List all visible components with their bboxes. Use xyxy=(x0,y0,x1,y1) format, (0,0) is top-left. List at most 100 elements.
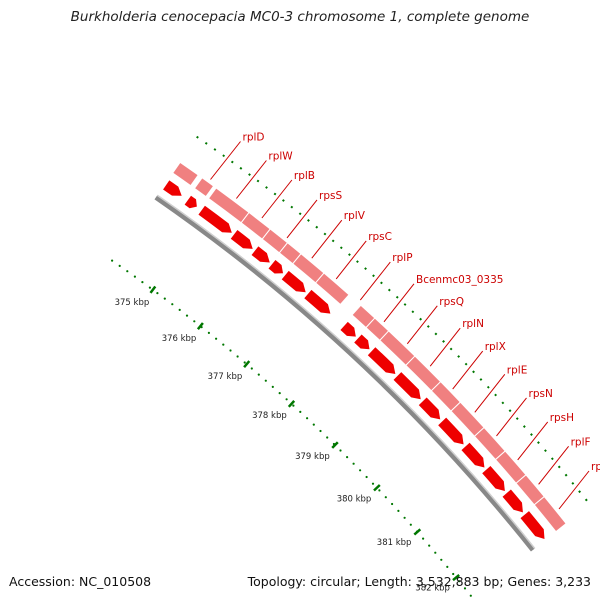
gene-label-rplE: rplE xyxy=(507,364,528,376)
ring-dot xyxy=(544,449,547,453)
ring-dot xyxy=(550,457,554,461)
cds-segment xyxy=(172,161,199,187)
cds-segment xyxy=(533,495,567,533)
gene-arrow xyxy=(418,397,441,420)
gene-leader-line xyxy=(236,160,267,199)
ring-dot xyxy=(323,232,327,236)
gene-label-rplD: rplD xyxy=(243,132,265,144)
gene-arrow xyxy=(354,334,370,350)
gene-arrow xyxy=(304,289,331,314)
genome-backbone xyxy=(154,194,536,552)
ring-dot xyxy=(204,141,208,145)
scale-dot xyxy=(365,475,368,479)
gene-leader-line xyxy=(359,261,391,301)
scale-dot xyxy=(178,308,181,311)
ring-dot xyxy=(571,481,575,485)
scale-dot xyxy=(371,482,375,485)
ring-dot xyxy=(356,260,359,264)
scale-tick-label: 380 kbp xyxy=(337,494,372,504)
gene-label-rpsH: rpsH xyxy=(550,412,574,424)
ring-dot xyxy=(230,160,234,164)
ring-dot xyxy=(508,409,512,413)
ring-dot xyxy=(364,267,367,271)
gene-arrow xyxy=(438,417,464,445)
gene-arrow xyxy=(393,372,421,400)
gene-arrow xyxy=(461,442,485,468)
scale-dot xyxy=(229,349,232,352)
scale-dot xyxy=(271,385,274,388)
gene-arrow xyxy=(198,205,232,233)
ring-dot xyxy=(281,199,285,202)
scale-dot xyxy=(312,423,315,426)
scale-tick xyxy=(452,574,460,582)
scale-dot xyxy=(469,594,472,597)
gene-leader-line xyxy=(452,350,484,390)
scale-dot xyxy=(403,516,406,519)
scale-dot xyxy=(339,449,342,452)
ring-dot xyxy=(419,317,423,321)
cds-strand xyxy=(172,161,567,533)
scale-dot xyxy=(409,523,412,526)
scale-dot xyxy=(359,469,362,472)
scale-tick xyxy=(243,360,251,369)
ring-dot xyxy=(530,433,533,436)
scale-dot xyxy=(440,558,443,561)
gene-leader-line xyxy=(335,240,367,280)
ring-dot xyxy=(449,347,453,351)
gene-arrow xyxy=(482,465,505,491)
scale-tick xyxy=(196,322,204,330)
gene-arrows xyxy=(163,180,545,539)
backbone-highlight xyxy=(156,194,536,549)
scale-dot xyxy=(141,281,144,284)
scale-dot xyxy=(346,456,349,459)
gene-label-rplP: rplP xyxy=(392,252,412,264)
scale-dot xyxy=(193,320,196,323)
accession-text: Accession: NC_010508 xyxy=(9,574,152,589)
scale-ticks: 375 kbp 376 kbp 377 kbp 378 kbp 379 kbp 380 k… xyxy=(115,285,460,593)
topology-text: Topology: circular; Length: 3,532,883 bp… xyxy=(247,574,591,589)
scale-tick-label: 379 kbp xyxy=(295,452,330,462)
gene-leader-line xyxy=(517,421,549,461)
ring-dot xyxy=(196,135,199,139)
scale-dot xyxy=(446,565,449,569)
gene-arrow xyxy=(281,270,306,293)
scale-dot xyxy=(278,392,281,395)
ring-dot xyxy=(578,490,582,494)
outer-ring-dots xyxy=(196,135,588,502)
gene-arrow xyxy=(367,347,396,375)
gene-arrow xyxy=(502,489,523,513)
ring-dot xyxy=(557,465,561,469)
ring-dot xyxy=(256,179,260,183)
scale-tick-label: 378 kbp xyxy=(252,411,287,421)
backbone-line xyxy=(154,195,535,552)
scale-tick-label: 375 kbp xyxy=(115,298,150,308)
gene-leader-line xyxy=(538,445,569,485)
ring-dot xyxy=(307,219,310,222)
scale-tick-label: 382 kbp xyxy=(415,583,450,593)
scale-dot xyxy=(428,544,431,547)
gene-label-rplN: rplN xyxy=(462,318,484,330)
scale-dot xyxy=(352,462,355,465)
ring-dot xyxy=(315,225,319,229)
gene-arrow xyxy=(340,321,356,337)
scale-dot xyxy=(163,297,166,300)
ring-dot xyxy=(584,498,588,502)
gene-leader-line xyxy=(429,327,461,367)
scale-dot xyxy=(306,417,309,420)
ring-dot xyxy=(348,253,351,257)
scale-dot xyxy=(222,343,225,346)
scale-dot xyxy=(243,361,246,364)
ring-dot xyxy=(537,441,540,445)
scale-tick-label: 381 kbp xyxy=(377,538,412,548)
ring-dot xyxy=(434,332,438,336)
scale-dot xyxy=(133,275,136,278)
scale-dot xyxy=(156,292,159,295)
gene-arrow xyxy=(230,230,253,249)
gene-label-Bcenmc03_0335: Bcenmc03_0335 xyxy=(416,274,503,286)
scale-dot xyxy=(264,379,267,382)
ring-dot xyxy=(290,205,294,209)
scale-tick xyxy=(331,441,339,449)
gene-leader-line xyxy=(383,283,415,323)
scale-tick xyxy=(413,528,422,536)
